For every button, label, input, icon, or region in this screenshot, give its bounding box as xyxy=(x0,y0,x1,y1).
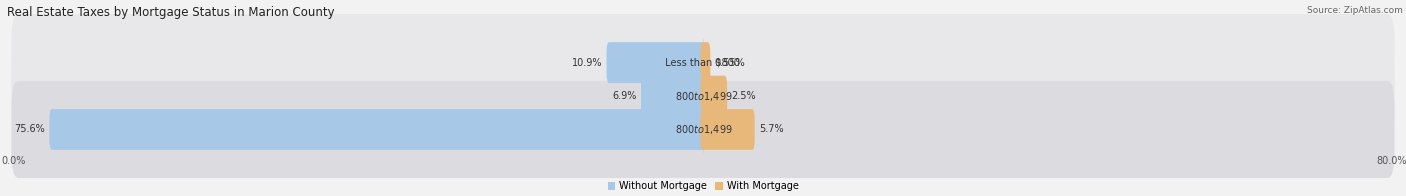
Text: 10.9%: 10.9% xyxy=(572,58,602,68)
Text: Source: ZipAtlas.com: Source: ZipAtlas.com xyxy=(1308,6,1403,15)
Text: 0.55%: 0.55% xyxy=(714,58,745,68)
Text: 5.7%: 5.7% xyxy=(759,124,783,134)
FancyBboxPatch shape xyxy=(606,42,706,83)
Text: $800 to $1,499: $800 to $1,499 xyxy=(672,123,734,136)
FancyBboxPatch shape xyxy=(11,14,1395,111)
Text: Real Estate Taxes by Mortgage Status in Marion County: Real Estate Taxes by Mortgage Status in … xyxy=(7,6,335,19)
FancyBboxPatch shape xyxy=(11,47,1395,145)
Text: Less than $800: Less than $800 xyxy=(662,58,744,68)
FancyBboxPatch shape xyxy=(700,109,755,150)
Text: 6.9%: 6.9% xyxy=(613,91,637,101)
FancyBboxPatch shape xyxy=(641,76,706,116)
Text: 75.6%: 75.6% xyxy=(14,124,45,134)
Text: $800 to $1,499: $800 to $1,499 xyxy=(672,90,734,103)
FancyBboxPatch shape xyxy=(11,81,1395,178)
FancyBboxPatch shape xyxy=(700,42,710,83)
FancyBboxPatch shape xyxy=(49,109,706,150)
Text: 2.5%: 2.5% xyxy=(731,91,756,101)
Legend: Without Mortgage, With Mortgage: Without Mortgage, With Mortgage xyxy=(607,181,799,191)
FancyBboxPatch shape xyxy=(700,76,727,116)
